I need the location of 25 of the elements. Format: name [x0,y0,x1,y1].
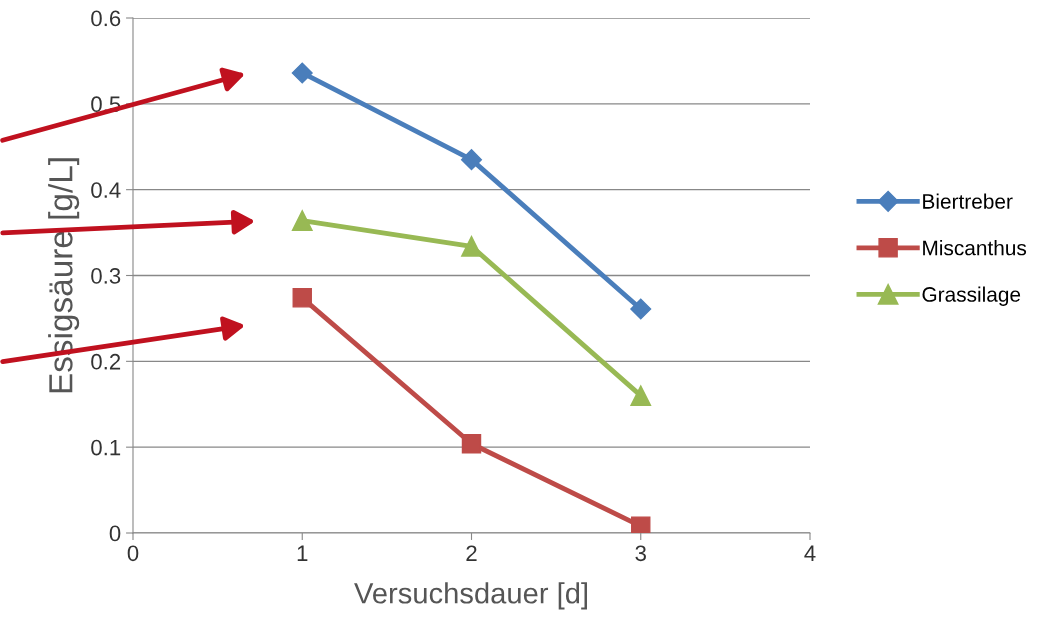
y-tick-label: 0 [109,525,121,542]
point [461,235,482,257]
point [630,298,652,320]
y-axis-title: Essigsäure [g/L] [48,158,80,393]
y-tick-label: 0.3 [91,268,121,284]
point [291,210,313,231]
point [292,288,312,308]
y-tick-label: 0.2 [91,353,121,370]
legend-label: Grassilage [922,286,1021,306]
point [291,62,313,84]
x-tick-label: 1 [297,545,308,561]
x-tick-label: 0 [127,545,139,562]
x-axis-title: Versuchsdauer [d] [354,582,587,610]
point [461,434,482,454]
x-tick-label: 4 [804,545,816,561]
legend-label: Miscanthus [923,240,1027,256]
y-tick-label: 0.1 [91,439,121,456]
x-tick-label: 3 [635,545,646,562]
y-tick-label: 0.4 [91,182,121,198]
y-tick-label: 0.6 [91,10,121,27]
point [631,516,651,533]
point [460,149,483,171]
x-tick-label: 2 [466,545,477,561]
legend-label: Biertreber [923,193,1013,209]
point [630,385,652,407]
